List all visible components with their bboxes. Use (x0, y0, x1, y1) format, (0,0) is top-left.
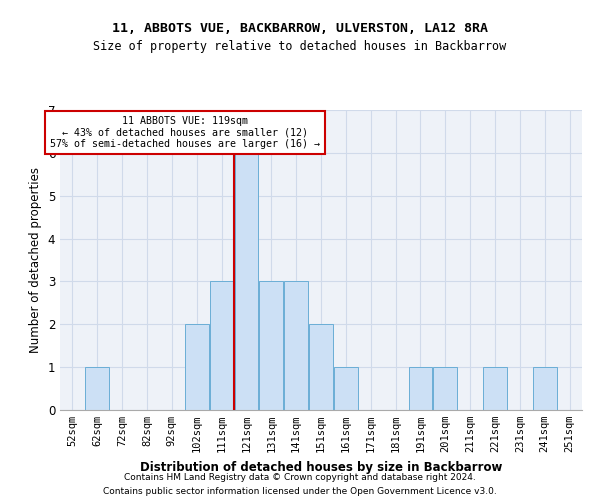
Bar (483, 367, 507, 410)
Bar (433, 367, 457, 410)
Text: Contains public sector information licensed under the Open Government Licence v3: Contains public sector information licen… (103, 486, 497, 496)
Y-axis label: Number of detached properties: Number of detached properties (29, 167, 42, 353)
Bar (235, 153, 258, 410)
Text: Contains HM Land Registry data © Crown copyright and database right 2024.: Contains HM Land Registry data © Crown c… (124, 473, 476, 482)
Text: 11, ABBOTS VUE, BACKBARROW, ULVERSTON, LA12 8RA: 11, ABBOTS VUE, BACKBARROW, ULVERSTON, L… (112, 22, 488, 36)
Bar (409, 367, 432, 410)
Bar (185, 324, 209, 410)
Bar (210, 282, 233, 410)
Bar (533, 367, 557, 410)
Bar (309, 324, 333, 410)
X-axis label: Distribution of detached houses by size in Backbarrow: Distribution of detached houses by size … (140, 460, 502, 473)
Text: Size of property relative to detached houses in Backbarrow: Size of property relative to detached ho… (94, 40, 506, 53)
Bar (334, 367, 358, 410)
Bar (85, 367, 109, 410)
Text: 11 ABBOTS VUE: 119sqm
← 43% of detached houses are smaller (12)
57% of semi-deta: 11 ABBOTS VUE: 119sqm ← 43% of detached … (50, 116, 320, 149)
Bar (259, 282, 283, 410)
Bar (284, 282, 308, 410)
